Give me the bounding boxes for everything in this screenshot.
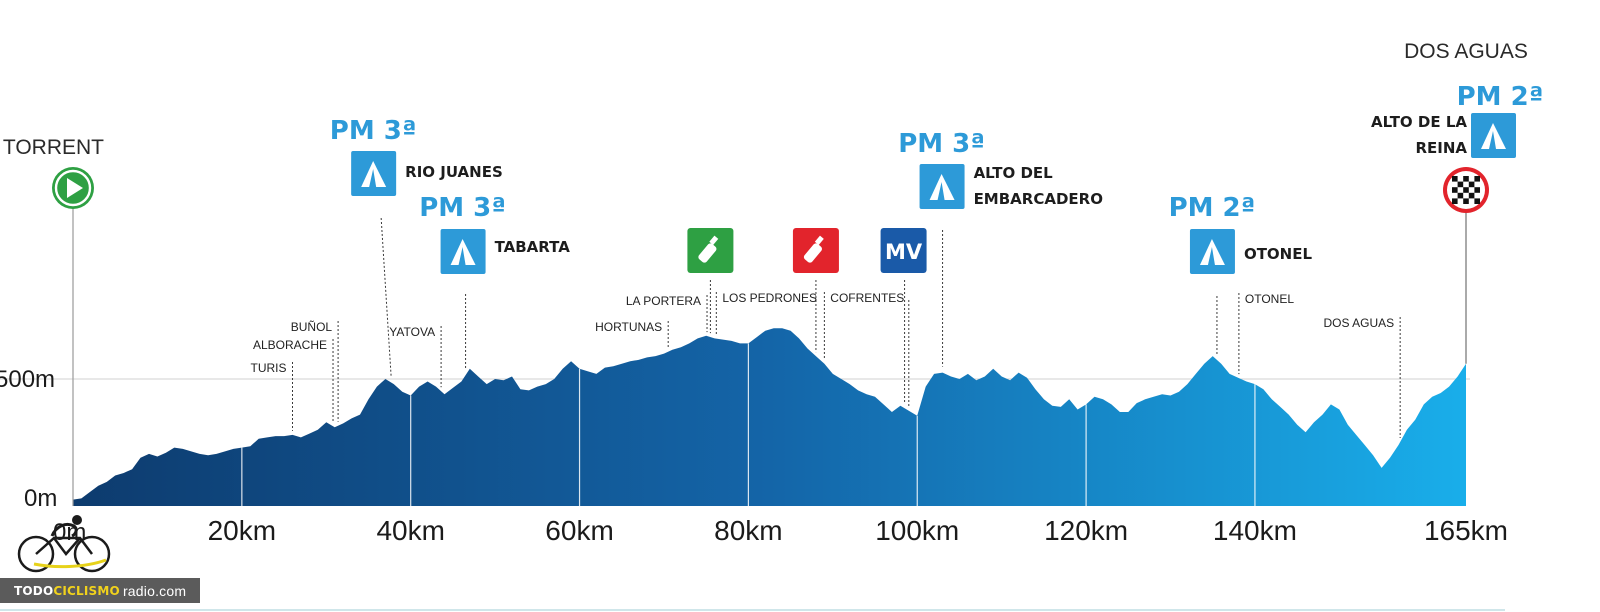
finish-checker-cell — [1463, 176, 1469, 182]
town-label: YATOVA — [389, 325, 435, 339]
brand-part-ciclismo: CICLISMO — [53, 583, 120, 598]
mountain-glyph-shadow — [937, 182, 945, 200]
brand-part-todo: TODO — [14, 583, 54, 598]
x-axis-tick-label: 120km — [1044, 515, 1128, 546]
mountain-glyph-shadow — [1489, 131, 1496, 149]
finish-checker-cell — [1468, 192, 1475, 199]
finish-checker-cell — [1474, 176, 1480, 182]
x-axis-tick-label: 40km — [376, 515, 444, 546]
climb-name-label: ALTO DEL — [974, 164, 1054, 182]
x-axis-tick-label: 80km — [714, 515, 782, 546]
town-label: COFRENTES — [830, 291, 904, 305]
finish-checker-cell — [1452, 198, 1458, 204]
x-axis-tick-label: 20km — [208, 515, 276, 546]
climb-category-label: PM 3ª — [898, 129, 985, 159]
mountain-glyph-shadow — [369, 169, 377, 187]
climb-category-label: PM 2ª — [1169, 193, 1256, 223]
start-marker-ring — [54, 169, 92, 207]
town-label: TURIS — [251, 361, 287, 375]
mountain-glyph-shadow — [458, 247, 466, 265]
climb-name-label: ALTO DE LA — [1371, 113, 1467, 131]
brand-part-radio: radio.com — [122, 582, 187, 599]
town-label: BUÑOL — [291, 320, 333, 334]
town-label: OTONEL — [1245, 292, 1294, 306]
finish-town-label: DOS AGUAS — [1404, 40, 1528, 63]
finish-flag-icon — [1443, 167, 1489, 213]
climb-category-label: PM 2ª — [1457, 82, 1544, 112]
x-axis-tick-label: 100km — [875, 515, 959, 546]
finish-checker-cell — [1463, 187, 1469, 193]
start-town-label: TORRENT — [3, 136, 104, 159]
finish-checker-cell — [1452, 176, 1458, 182]
town-label: HORTUNAS — [595, 320, 662, 334]
town-label-group: TURIS ALBORACHE BUÑOL YATOVA HORTUNAS LA PORT… — [3, 40, 1528, 375]
start-play-icon — [67, 178, 83, 198]
town-label: LA PORTERA — [626, 294, 701, 308]
finish-checker-cell — [1474, 198, 1480, 204]
leader-line-group — [72, 206, 1467, 506]
x-axis-tick-label: 60km — [545, 515, 613, 546]
mountain-glyph-shadow — [1207, 247, 1215, 265]
town-label: LOS PEDRONES — [722, 291, 817, 305]
finish-checker-cell — [1463, 198, 1469, 204]
bottle-cap-glyph — [814, 235, 824, 245]
mv-sprint-icon — [880, 228, 927, 273]
bottle-glyph — [803, 243, 822, 263]
climb-name-label: RIO JUANES — [405, 163, 503, 181]
climb-category-label: PM 3ª — [419, 193, 506, 223]
bottom-rule — [0, 609, 1505, 611]
terrain-area-group — [73, 328, 1466, 506]
profile-icon-group: PM 3ª RIO JUANES PM 3ª TABARTA PM 3ª ALTO DEL… — [52, 82, 1543, 274]
finish-checker-cell — [1468, 181, 1475, 188]
bottle-glyph — [698, 243, 717, 263]
town-label: ALBORACHE — [253, 338, 327, 352]
y-axis-label: 500m — [0, 366, 55, 393]
x-axis-tick-label: 140km — [1213, 515, 1297, 546]
climb-name-label: EMBARCADERO — [974, 190, 1103, 208]
finish-checker-cell — [1474, 187, 1480, 193]
x-axis-tick-label: 165km — [1424, 515, 1508, 546]
cyclist-icon — [17, 515, 111, 573]
terrain-area — [73, 328, 1466, 506]
bottle-cap-glyph — [709, 235, 719, 245]
finish-checker-cell — [1452, 187, 1458, 193]
finish-checker-cell — [1457, 181, 1464, 188]
climb-name-label: REINA — [1415, 139, 1467, 157]
climb-name-label: TABARTA — [495, 238, 571, 256]
mv-label: MV — [885, 240, 923, 264]
climb-leader-line — [380, 217, 392, 377]
brand-watermark: TODO CICLISMO radio.com — [0, 578, 200, 603]
town-label: DOS AGUAS — [1323, 316, 1394, 330]
km-divider-group — [241, 343, 1256, 506]
finish-checker-cell — [1457, 192, 1464, 199]
climb-category-label: PM 3ª — [330, 116, 417, 146]
climb-name-label: OTONEL — [1244, 245, 1313, 263]
y-axis-label: 0m — [24, 485, 57, 512]
